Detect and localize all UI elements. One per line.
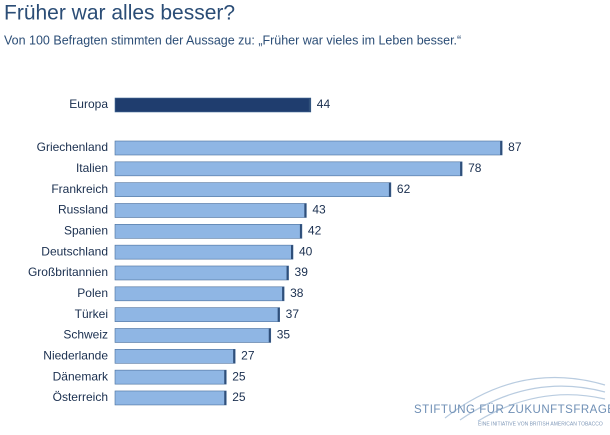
bar xyxy=(114,328,272,343)
bar xyxy=(114,369,227,385)
value-label: 38 xyxy=(290,286,304,300)
category-label: Russland xyxy=(58,203,108,217)
category-label: Italien xyxy=(76,161,108,175)
category-label: Großbritannien xyxy=(28,265,108,279)
category-label: Spanien xyxy=(64,223,108,237)
category-label: Schweiz xyxy=(63,328,108,342)
value-label: 42 xyxy=(308,223,322,237)
bar xyxy=(114,161,463,177)
category-label: Europa xyxy=(69,97,108,111)
bar xyxy=(114,286,285,302)
bar xyxy=(114,203,307,218)
chart-title: Früher war alles besser? xyxy=(4,2,235,25)
logo-text: STIFTUNG FÜR ZUKUNFTSFRAGEN xyxy=(414,404,610,416)
bar xyxy=(114,182,392,197)
category-label: Österreich xyxy=(53,390,108,404)
value-label: 43 xyxy=(312,203,326,217)
category-label: Polen xyxy=(77,286,108,300)
bar xyxy=(114,348,236,364)
value-label: 62 xyxy=(397,182,411,196)
value-label: 25 xyxy=(232,369,246,383)
bar xyxy=(114,224,303,239)
value-label: 78 xyxy=(468,161,482,175)
value-label: 40 xyxy=(299,244,313,258)
value-label: 39 xyxy=(295,265,309,279)
value-label: 87 xyxy=(508,140,522,154)
bar xyxy=(114,244,294,260)
logo-arcs xyxy=(444,376,606,422)
bar xyxy=(114,265,289,281)
bar xyxy=(114,140,503,156)
category-label: Niederlande xyxy=(43,348,108,362)
value-label: 27 xyxy=(241,348,255,362)
value-label: 37 xyxy=(286,307,300,321)
value-label: 44 xyxy=(317,97,331,111)
bar xyxy=(114,390,227,406)
bar xyxy=(114,97,312,113)
bar xyxy=(114,307,280,322)
category-label: Frankreich xyxy=(51,182,108,196)
value-label: 35 xyxy=(277,328,291,342)
logo-tagline: EINE INITIATIVE VON BRITISH AMERICAN TOB… xyxy=(478,421,603,427)
category-label: Türkei xyxy=(75,307,108,321)
category-label: Deutschland xyxy=(41,244,108,258)
category-label: Dänemark xyxy=(53,369,109,383)
chart-subtitle: Von 100 Befragten stimmten der Aussage z… xyxy=(4,33,461,47)
category-label: Griechenland xyxy=(37,140,108,154)
value-label: 25 xyxy=(232,390,246,404)
